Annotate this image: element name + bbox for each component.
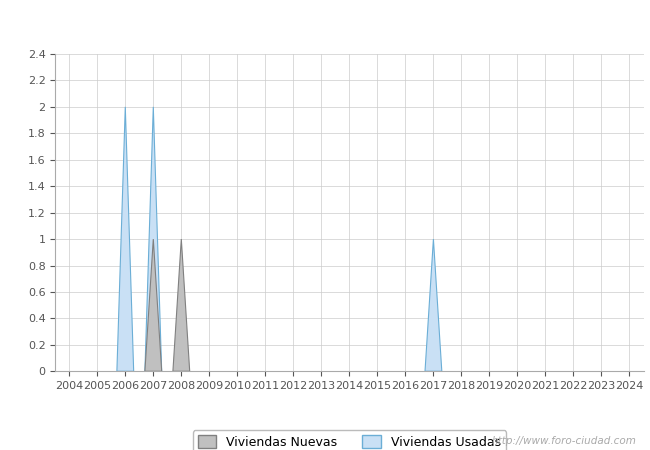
Text: http://www.foro-ciudad.com: http://www.foro-ciudad.com bbox=[492, 436, 637, 446]
Polygon shape bbox=[173, 239, 190, 371]
Polygon shape bbox=[117, 107, 134, 371]
Polygon shape bbox=[145, 239, 162, 371]
Polygon shape bbox=[425, 239, 442, 371]
Legend: Viviendas Nuevas, Viviendas Usadas: Viviendas Nuevas, Viviendas Usadas bbox=[192, 430, 506, 450]
Text: Sanchón de la Sagrada - Evolucion del Nº de Transacciones Inmobiliarias: Sanchón de la Sagrada - Evolucion del Nº… bbox=[72, 16, 578, 31]
Polygon shape bbox=[145, 107, 162, 371]
